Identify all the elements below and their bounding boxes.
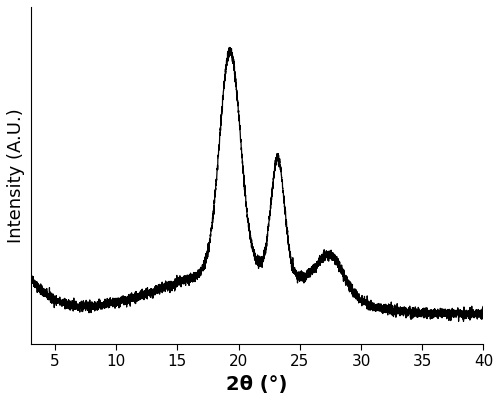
Y-axis label: Intensity (A.U.): Intensity (A.U.) xyxy=(7,108,25,243)
X-axis label: 2θ (°): 2θ (°) xyxy=(226,375,288,394)
